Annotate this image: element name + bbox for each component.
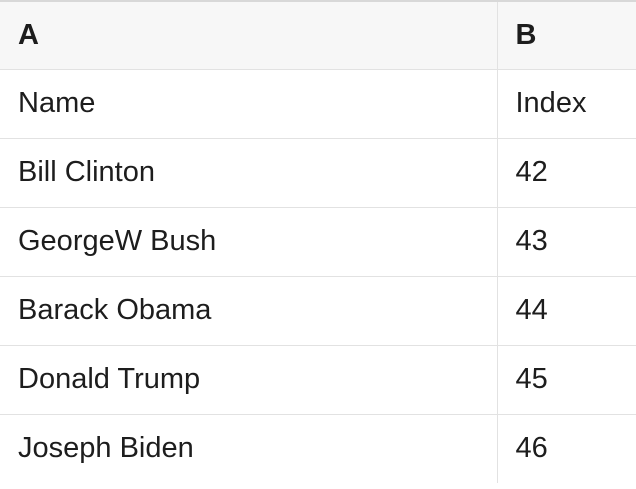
table-cell[interactable]: 45 [497,345,636,415]
table-row: Bill Clinton 42 [0,138,636,208]
column-header-row: A B [0,1,636,70]
table-cell[interactable]: Name [0,69,498,139]
column-header-b[interactable]: B [497,1,636,70]
table-cell[interactable]: 46 [497,414,636,483]
table-row: Donald Trump 45 [0,345,636,415]
table-row: Joseph Biden 46 [0,414,636,483]
table-cell[interactable]: 42 [497,138,636,208]
table-cell[interactable]: Index [497,69,636,139]
table-cell[interactable]: Bill Clinton [0,138,498,208]
table-cell[interactable]: GeorgeW Bush [0,207,498,277]
table-cell[interactable]: Donald Trump [0,345,498,415]
table-cell[interactable]: 43 [497,207,636,277]
table-row: GeorgeW Bush 43 [0,207,636,277]
table-cell[interactable]: 44 [497,276,636,346]
table-row: Name Index [0,69,636,139]
column-header-a[interactable]: A [0,1,498,70]
table-cell[interactable]: Barack Obama [0,276,498,346]
table-cell[interactable]: Joseph Biden [0,414,498,483]
table-row: Barack Obama 44 [0,276,636,346]
